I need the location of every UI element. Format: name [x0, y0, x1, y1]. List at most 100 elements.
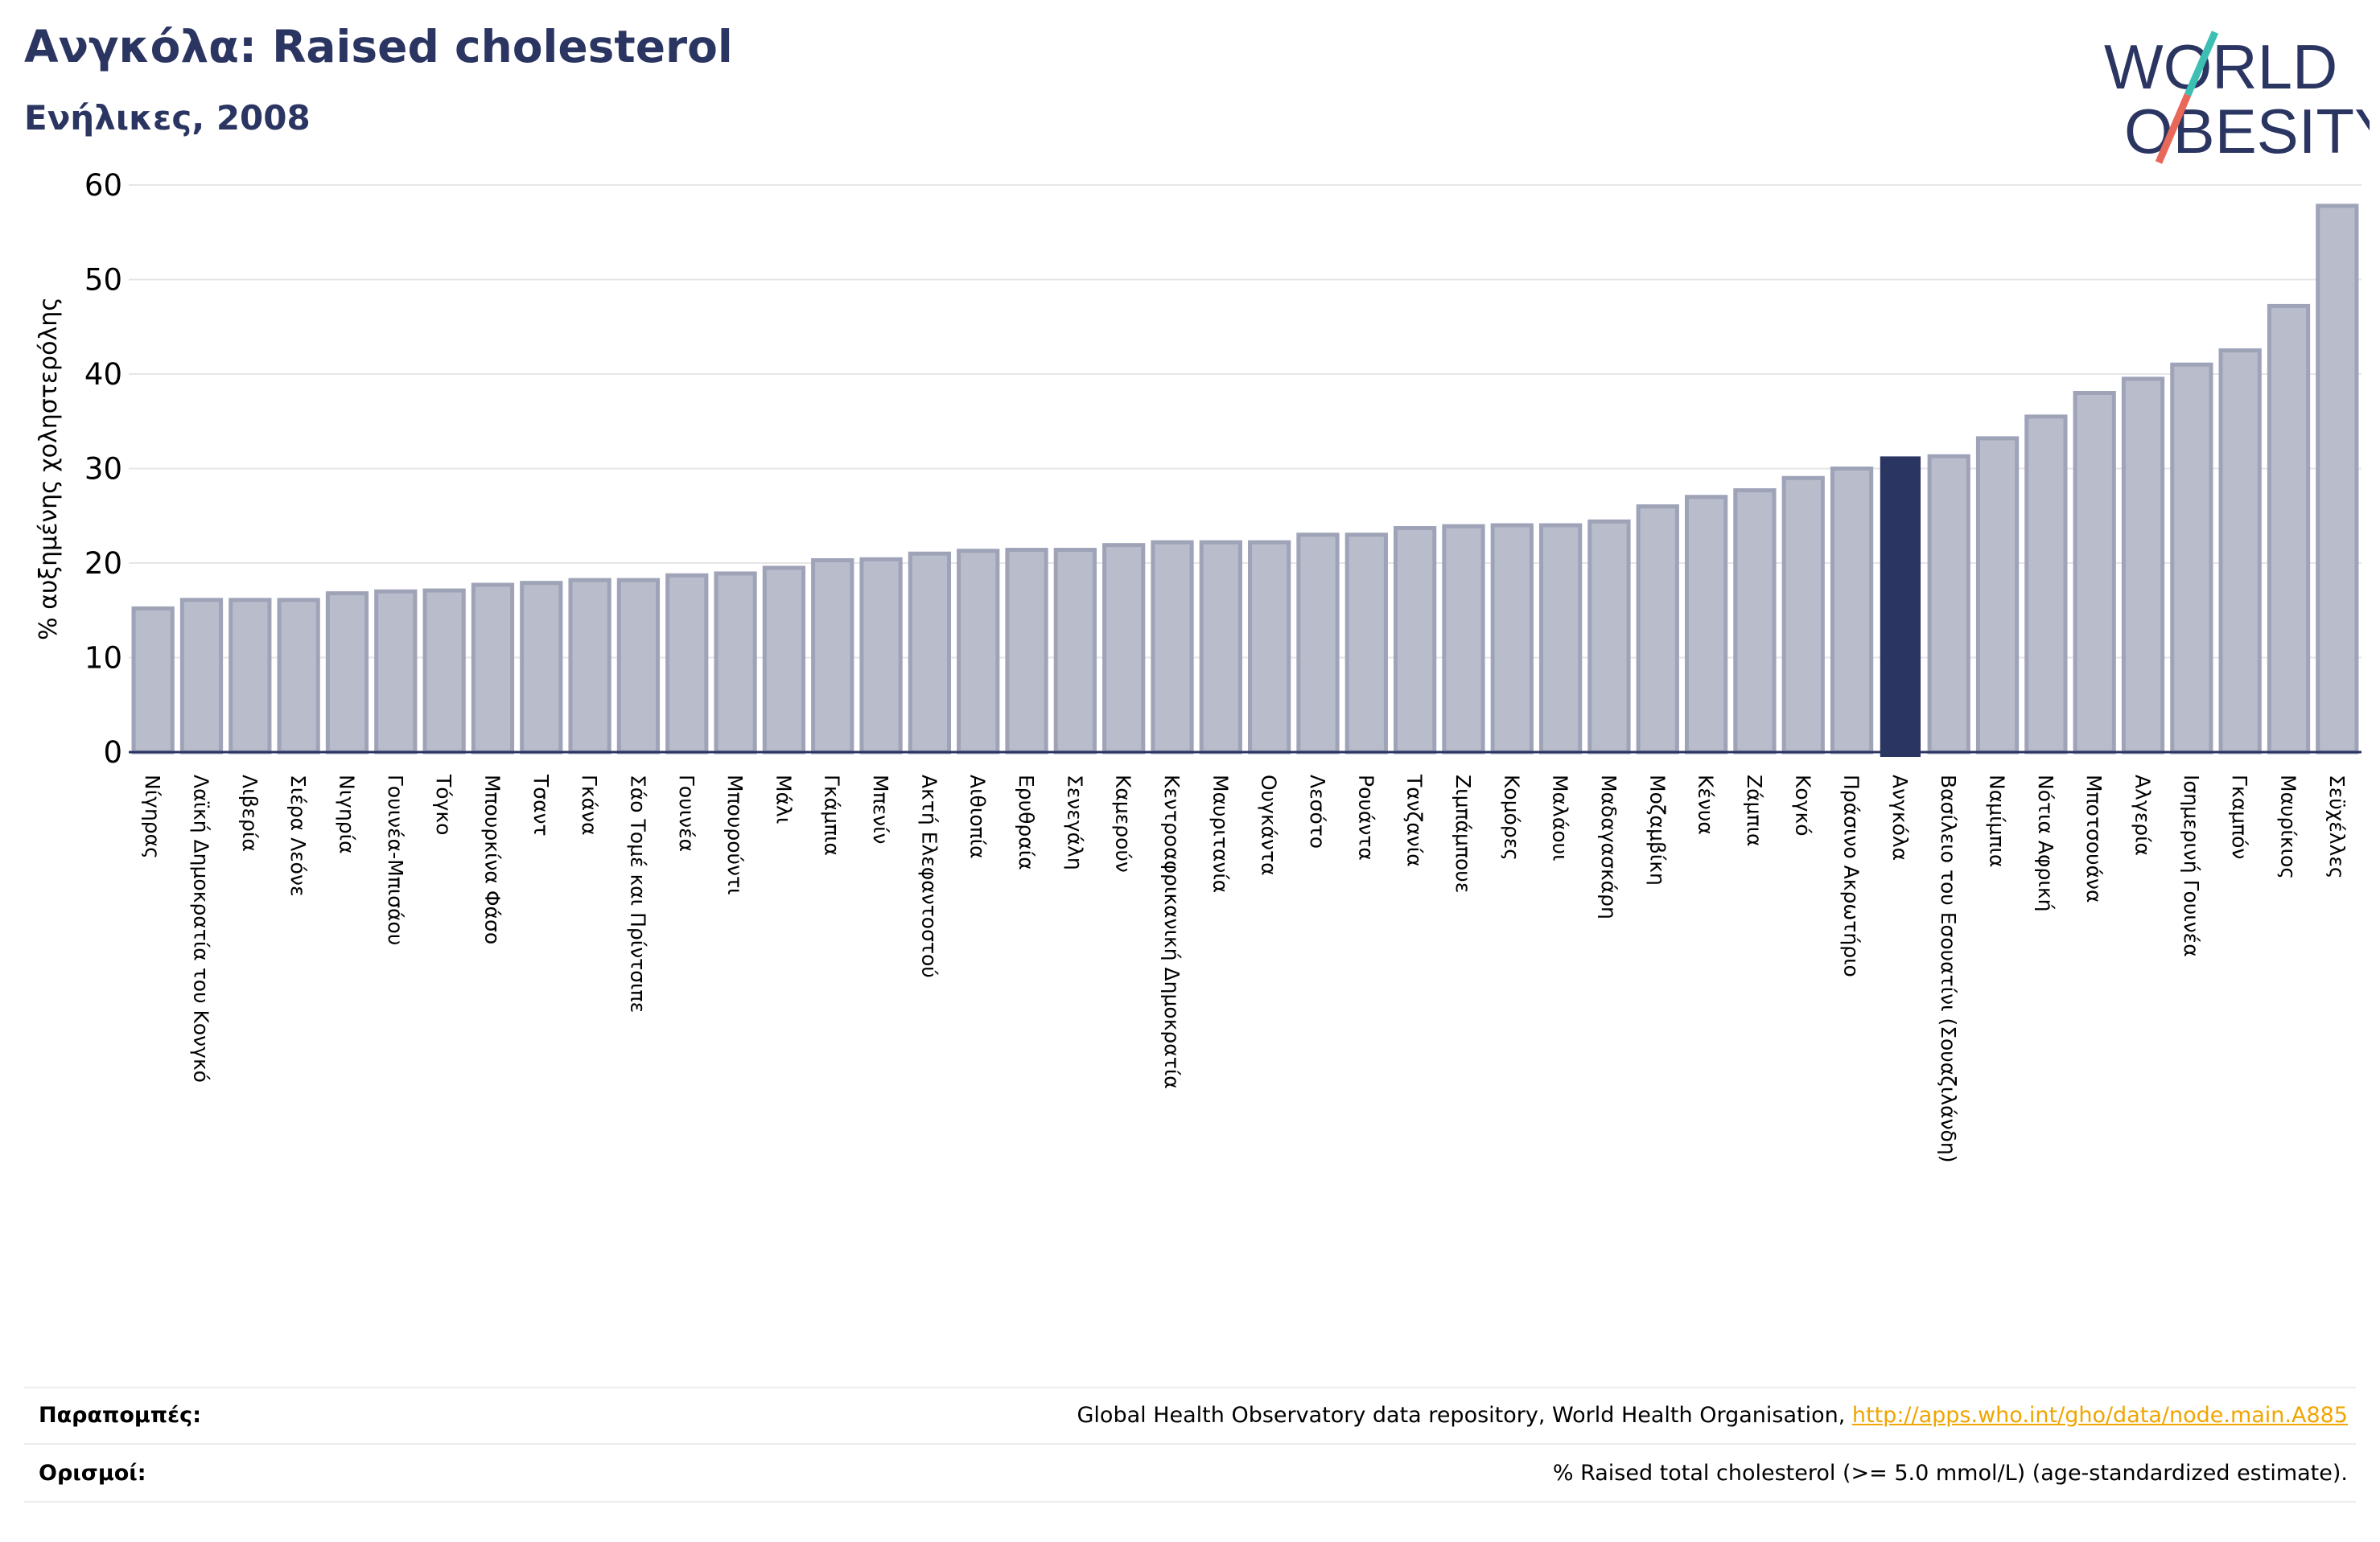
definitions-label: Ορισμοί: [39, 1461, 146, 1486]
references-value: Global Health Observatory data repositor… [1077, 1403, 2349, 1428]
x-tick-label: Πράσινο Ακρωτήριο [1840, 775, 1863, 977]
x-tick-label: Ανγκόλα [1888, 775, 1912, 861]
references-link[interactable]: http://apps.who.int/gho/data/node.main.A… [1851, 1403, 2348, 1428]
bar [1927, 454, 1970, 755]
x-tick-label: Μποτσουάνα [2082, 775, 2106, 903]
bar [1490, 523, 1534, 755]
x-tick-label: Μαυρίκιος [2277, 775, 2300, 879]
x-tick-label: Κεντροαφρικανική Δημοκρατία [1160, 775, 1184, 1089]
logo-slash-bottom [2155, 93, 2192, 164]
bar [2121, 376, 2165, 755]
x-tick-label: Νίγηρας [141, 775, 164, 859]
bar [2316, 204, 2359, 755]
y-tick-label: 0 [103, 735, 122, 770]
bar [1005, 548, 1048, 755]
bar [2267, 303, 2311, 755]
bar [1151, 540, 1194, 755]
chart-title: Ανγκόλα: Raised cholesterol [24, 21, 733, 72]
bar [1248, 540, 1291, 755]
x-tick-label: Λιβερία [238, 775, 261, 852]
bar [1733, 488, 1777, 755]
x-tick-label: Νιγηρία [335, 775, 358, 854]
x-tick-label: Μοζαμβίκη [1645, 775, 1669, 886]
x-tick-label: Ναμίμπια [1986, 775, 2009, 867]
x-tick-label: Μπενίν [869, 775, 892, 845]
bar [471, 582, 515, 755]
bar [2170, 362, 2213, 755]
x-tick-label: Σιέρα Λεόνε [286, 775, 310, 896]
footer-divider-middle [24, 1443, 2356, 1445]
bar [1684, 495, 1728, 755]
x-tick-label: Νότια Αφρική [2034, 775, 2057, 911]
y-axis-label: % αυξημένης χοληστερόλης [35, 297, 63, 640]
x-tick-label: Κένυα [1694, 775, 1718, 835]
bar [2218, 348, 2262, 755]
y-tick-label: 30 [84, 452, 122, 487]
y-tick-label: 60 [84, 168, 122, 203]
references-text: Global Health Observatory data repositor… [1077, 1403, 1846, 1428]
x-tick-label: Ζάμπια [1743, 775, 1766, 847]
chart-subtitle: Ενήλικες, 2008 [24, 98, 311, 138]
x-tick-label: Σεϋχέλλες [2325, 775, 2349, 879]
x-tick-label: Ζιμπάμπουε [1451, 775, 1475, 893]
bar [1975, 436, 2020, 755]
bar [811, 557, 854, 755]
bar [714, 571, 757, 755]
x-tick-label: Τόγκο [432, 774, 455, 835]
bar [762, 565, 806, 755]
x-tick-label: Μάλι [772, 775, 795, 824]
bar [1442, 524, 1485, 755]
x-tick-label: Τσαντ [529, 774, 553, 837]
x-tick-label: Σενεγάλη [1063, 775, 1086, 870]
bar [1199, 540, 1242, 755]
bar [277, 598, 320, 755]
x-tick-label: Καμερούν [1112, 775, 1135, 873]
bar [908, 551, 952, 755]
x-tick-label: Ερυθραία [1015, 775, 1038, 870]
bar [1296, 533, 1340, 755]
x-tick-label: Ακτή Ελεφαντοστού [917, 775, 941, 978]
bar [1830, 467, 1874, 755]
logo-slash-top [2184, 31, 2219, 97]
world-obesity-logo: WORLD OBESITY [2104, 31, 2370, 167]
x-tick-label: Κομόρες [1500, 775, 1523, 861]
references-label: Παραπομπές: [39, 1403, 201, 1428]
bar [1587, 519, 1631, 755]
bar-chart: 0 10 20 30 40 50 60 % αυξημένης χοληστερόλης Νίγ… [35, 168, 2361, 1162]
bar [1344, 533, 1388, 755]
bar [616, 578, 661, 755]
x-tick-label: Αιθιοπία [966, 775, 990, 859]
bar [520, 581, 563, 755]
footer-divider-top [24, 1387, 2356, 1388]
x-tick-label: Μαυριτανία [1209, 775, 1232, 893]
y-tick-label: 10 [84, 641, 122, 676]
bar [131, 606, 175, 755]
bar [179, 598, 224, 755]
bar [2073, 391, 2116, 755]
x-tick-label: Κογκό [1791, 775, 1814, 837]
x-tick-label: Μαδαγασκάρη [1597, 775, 1620, 919]
x-tick-label: Τανζανία [1403, 774, 1427, 867]
x-tick-label: Μπουρούντι [723, 775, 747, 895]
x-tick-label: Γκαμπόν [2228, 775, 2251, 859]
x-tick-label: Βασίλειο του Εσουατίνι (Σουαζιλάνδη) [1937, 775, 1960, 1162]
x-tick-label: Μπουρκίνα Φάσο [480, 775, 504, 944]
bar [859, 557, 903, 755]
footer-divider-bottom [24, 1501, 2356, 1503]
x-tick-label: Ρουάντα [1354, 775, 1377, 861]
y-tick-label: 50 [84, 263, 122, 298]
x-tick-label: Ισημερινή Γουινέα [2180, 775, 2203, 957]
x-tick-label: Αλγερία [2131, 775, 2155, 856]
bar [957, 549, 1000, 755]
y-tick-label: 20 [84, 546, 122, 581]
bar [2024, 414, 2068, 755]
x-tick-label: Γουινέα-Μπισάου [384, 775, 407, 945]
bar [568, 578, 611, 755]
bar [1636, 504, 1679, 755]
bar [665, 573, 709, 755]
bar [229, 598, 272, 755]
x-tick-label: Γουινέα [675, 775, 698, 852]
bar [1053, 548, 1097, 755]
x-tick-label: Λεσότο [1306, 775, 1329, 849]
bar [422, 588, 466, 755]
